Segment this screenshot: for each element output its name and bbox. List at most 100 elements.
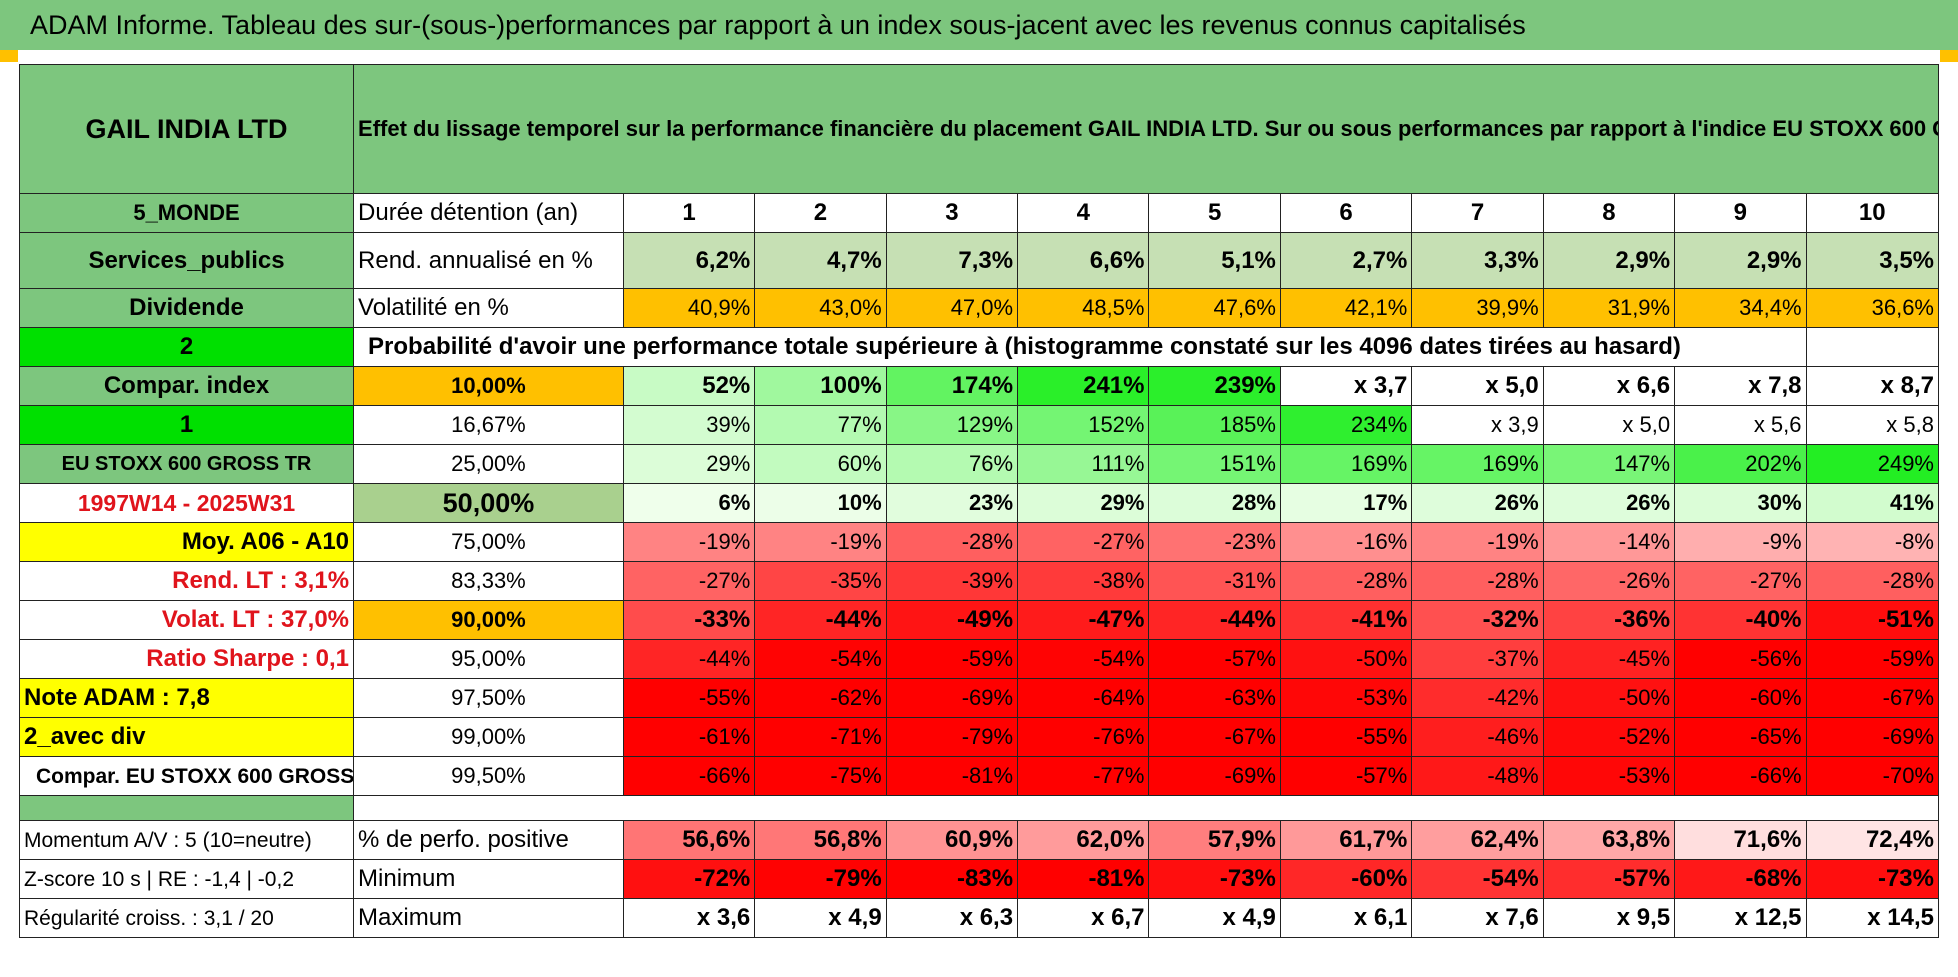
probability-value-row4-5: 28% [1148, 483, 1281, 523]
annual-return-6: 2,7% [1279, 232, 1413, 289]
year-header-10: 10 [1805, 193, 1940, 233]
probability-value-row2-2: 77% [754, 405, 887, 445]
annual-return-label: Rend. annualisé en % [353, 232, 624, 289]
probability-value-row7-5: -44% [1148, 600, 1281, 640]
volatility-4: 48,5% [1017, 288, 1150, 328]
probability-value-row10-10: -69% [1805, 717, 1940, 757]
probability-value-row8-2: -54% [754, 639, 887, 679]
probability-value-row10-5: -67% [1148, 717, 1281, 757]
probability-value-row7-9: -40% [1674, 600, 1807, 640]
probability-value-row2-7: x 3,9 [1411, 405, 1544, 445]
probability-value-row8-10: -59% [1805, 639, 1940, 679]
regularity-label: Régularité croiss. : 3,1 / 20 [18, 898, 355, 938]
probability-threshold-6: 83,33% [353, 561, 624, 601]
probability-value-row5-2: -19% [754, 522, 887, 562]
year-header-3: 3 [885, 193, 1019, 233]
probability-value-row11-7: -48% [1411, 756, 1544, 796]
year-header-6: 6 [1279, 193, 1413, 233]
probability-value-row8-5: -57% [1148, 639, 1281, 679]
volatility-label: Volatilité en % [353, 288, 624, 328]
volatility-3: 47,0% [885, 288, 1019, 328]
probability-value-row8-1: -44% [622, 639, 756, 679]
probability-value-row8-7: -37% [1411, 639, 1544, 679]
probability-value-row9-9: -60% [1674, 678, 1807, 718]
probability-value-row5-3: -28% [885, 522, 1019, 562]
probability-value-row6-8: -26% [1542, 561, 1676, 601]
maximum-value-4: x 6,7 [1017, 898, 1150, 938]
positive-perf-4: 62,0% [1017, 820, 1150, 860]
probability-value-row6-5: -31% [1148, 561, 1281, 601]
probability-threshold-5: 75,00% [353, 522, 624, 562]
probability-value-row7-4: -47% [1017, 600, 1150, 640]
separator-blank [353, 795, 1939, 821]
probability-value-row11-8: -53% [1542, 756, 1676, 796]
holding-duration-label: Durée détention (an) [353, 193, 624, 233]
left-edge-marker [0, 50, 18, 62]
minimum-value-8: -57% [1542, 859, 1676, 899]
probability-value-row9-1: -55% [622, 678, 756, 718]
probability-value-row9-6: -53% [1279, 678, 1413, 718]
probability-value-row1-5: 239% [1148, 366, 1281, 406]
positive-perf-5: 57,9% [1148, 820, 1281, 860]
volatility-2: 43,0% [754, 288, 887, 328]
probability-value-row10-1: -61% [622, 717, 756, 757]
minimum-value-1: -72% [622, 859, 756, 899]
minimum-value-6: -60% [1279, 859, 1413, 899]
separator-green [18, 795, 355, 821]
probability-value-row3-7: 169% [1411, 444, 1544, 484]
maximum-value-5: x 4,9 [1148, 898, 1281, 938]
probability-value-row3-3: 76% [885, 444, 1019, 484]
annual-return-7: 3,3% [1411, 232, 1544, 289]
positive-perf-8: 63,8% [1542, 820, 1676, 860]
probability-value-row10-4: -76% [1017, 717, 1150, 757]
annual-return-5: 5,1% [1148, 232, 1281, 289]
volatility-10: 36,6% [1805, 288, 1940, 328]
table-description: Effet du lissage temporel sur la perform… [353, 64, 1939, 194]
probability-value-row2-3: 129% [885, 405, 1019, 445]
momentum-label: Momentum A/V : 5 (10=neutre) [18, 820, 355, 860]
probability-value-row8-9: -56% [1674, 639, 1807, 679]
company-name: GAIL INDIA LTD [18, 64, 355, 194]
probability-value-row8-8: -45% [1542, 639, 1676, 679]
minimum-value-2: -79% [754, 859, 887, 899]
volatility-1: 40,9% [622, 288, 756, 328]
annual-return-1: 6,2% [622, 232, 756, 289]
probability-value-row7-8: -36% [1542, 600, 1676, 640]
selector-2[interactable]: 1 [18, 405, 355, 445]
minimum-value-3: -83% [885, 859, 1019, 899]
probability-value-row2-1: 39% [622, 405, 756, 445]
probability-value-row5-10: -8% [1805, 522, 1940, 562]
long-term-volatility: Volat. LT : 37,0% [18, 600, 355, 640]
probability-value-row1-8: x 6,6 [1542, 366, 1676, 406]
probability-value-row2-6: 234% [1279, 405, 1413, 445]
probability-value-row10-8: -52% [1542, 717, 1676, 757]
year-header-1: 1 [622, 193, 756, 233]
maximum-value-7: x 7,6 [1411, 898, 1544, 938]
maximum-value-8: x 9,5 [1542, 898, 1676, 938]
probability-value-row5-8: -14% [1542, 522, 1676, 562]
sharpe-ratio: Ratio Sharpe : 0,1 [18, 639, 355, 679]
probability-value-row11-9: -66% [1674, 756, 1807, 796]
probability-value-row11-6: -57% [1279, 756, 1413, 796]
probability-value-row5-1: -19% [622, 522, 756, 562]
probability-value-row9-3: -69% [885, 678, 1019, 718]
probability-threshold-4: 50,00% [353, 483, 624, 523]
probability-value-row9-5: -63% [1148, 678, 1281, 718]
probability-value-row3-5: 151% [1148, 444, 1281, 484]
probability-value-row11-10: -70% [1805, 756, 1940, 796]
year-header-2: 2 [754, 193, 887, 233]
probability-value-row6-4: -38% [1017, 561, 1150, 601]
probability-value-row9-7: -42% [1411, 678, 1544, 718]
compar-index-label: Compar. index [18, 366, 355, 406]
probability-value-row5-7: -19% [1411, 522, 1544, 562]
selector-1[interactable]: 2 [18, 327, 355, 367]
probability-value-row11-5: -69% [1148, 756, 1281, 796]
probability-value-row11-2: -75% [754, 756, 887, 796]
probability-value-row1-4: 241% [1017, 366, 1150, 406]
positive-perf-1: 56,6% [622, 820, 756, 860]
adam-score: Note ADAM : 7,8 [18, 678, 355, 718]
probability-value-row10-3: -79% [885, 717, 1019, 757]
minimum-value-10: -73% [1805, 859, 1940, 899]
probability-value-row5-6: -16% [1279, 522, 1413, 562]
probability-value-row3-8: 147% [1542, 444, 1676, 484]
